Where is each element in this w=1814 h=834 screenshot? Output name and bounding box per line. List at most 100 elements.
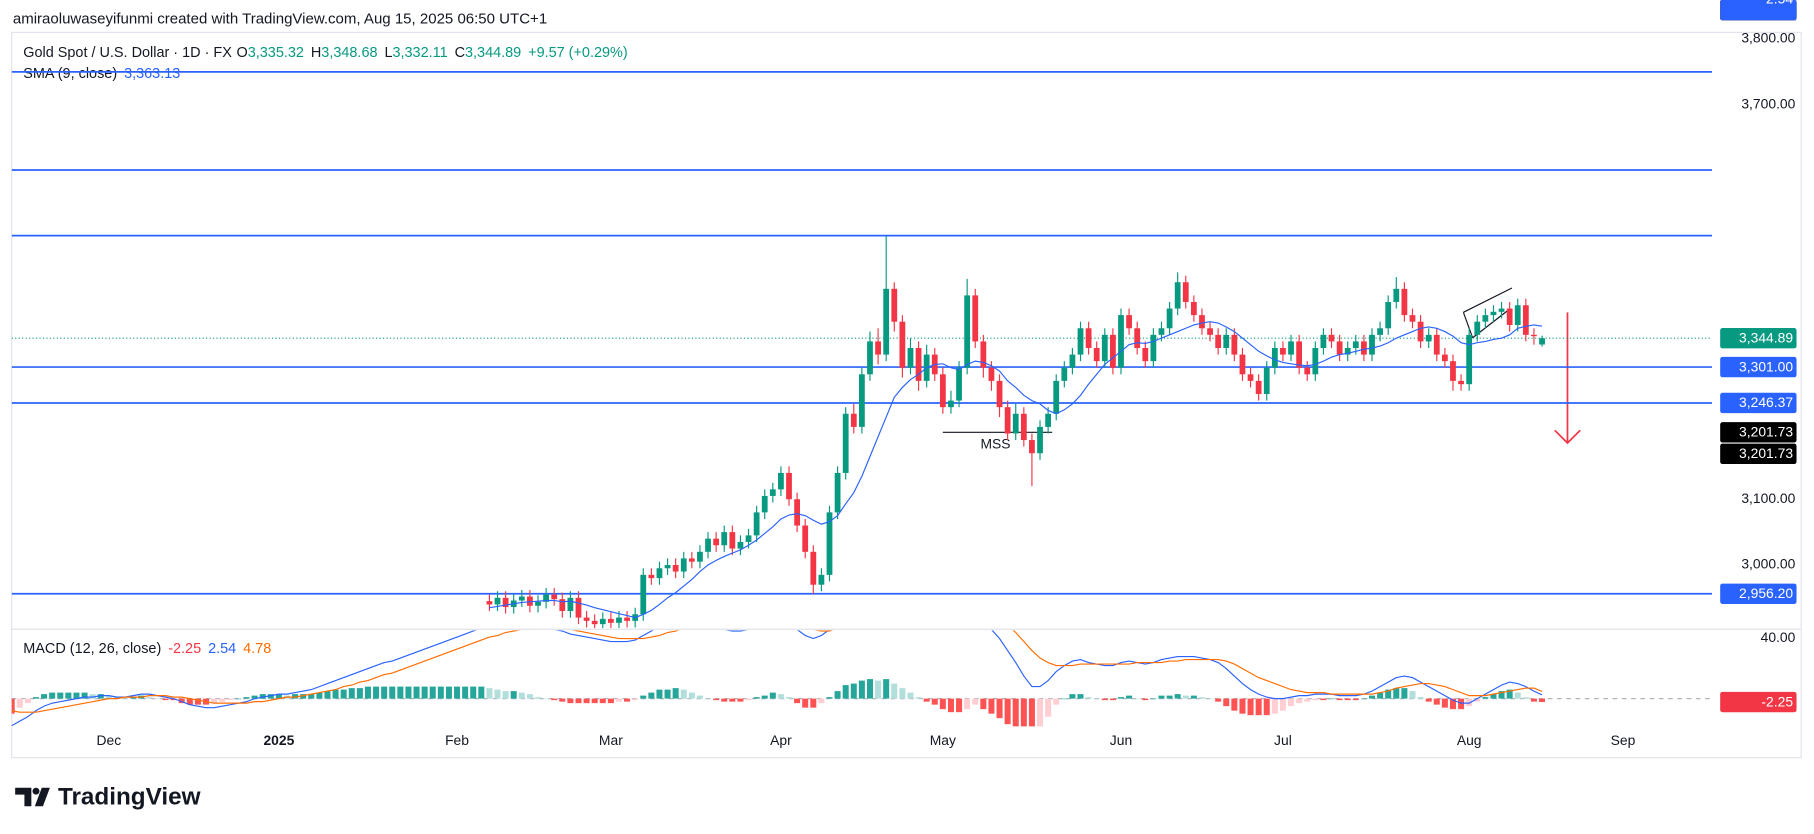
histogram-bar [632, 698, 639, 701]
candle-body [1320, 334, 1327, 348]
histogram-bar [219, 698, 226, 702]
y-tick-label: 3,700.00 [1741, 95, 1795, 111]
candle-body [486, 601, 493, 605]
histogram-bar [97, 694, 104, 699]
legend: Gold Spot / U.S. Dollar · 1D · FX O3,335.… [23, 45, 627, 61]
price-label: -2.25 [1761, 693, 1793, 709]
histogram-bar [899, 688, 906, 699]
histogram-bar [16, 698, 23, 708]
price-label-box [1720, 422, 1797, 443]
histogram-bar [729, 698, 736, 702]
histogram-bar [551, 698, 558, 701]
histogram-bar [154, 698, 161, 700]
candle-body [543, 594, 549, 602]
histogram-bar [1498, 691, 1505, 699]
price-label: 3,201.73 [1739, 424, 1793, 440]
histogram-bar [194, 698, 201, 705]
candle-body [1409, 315, 1416, 322]
candle-body [656, 568, 663, 579]
histogram-bar [866, 679, 873, 699]
candle-body [591, 620, 598, 625]
candle-body [980, 341, 987, 368]
histogram-bar [745, 698, 752, 701]
histogram-bar [1053, 698, 1060, 705]
candle-body [1482, 315, 1489, 322]
histogram-bar [1279, 698, 1286, 711]
histogram-bar [567, 698, 574, 704]
candle-body [1490, 311, 1497, 316]
histogram-bar [1458, 698, 1465, 710]
histogram-bar [502, 691, 509, 699]
histogram-bar [1466, 698, 1473, 707]
candle-body [575, 597, 582, 618]
histogram-bar [445, 686, 452, 699]
candle-body [834, 472, 841, 513]
histogram-bar [437, 686, 444, 699]
histogram-bar [1474, 698, 1481, 702]
candle-body [502, 597, 509, 608]
histogram-bar [591, 698, 598, 704]
histogram-bar [1368, 695, 1376, 699]
candle-body [1004, 407, 1011, 434]
candle-body [1053, 380, 1060, 414]
histogram-bar [1506, 689, 1513, 699]
histogram-bar [1401, 688, 1408, 699]
tradingview-logo: TradingView [15, 784, 201, 811]
candle-body [1247, 374, 1254, 381]
histogram-bar [332, 689, 339, 699]
histogram-bar [316, 692, 323, 699]
candle-body [1506, 308, 1513, 325]
histogram-bar [32, 697, 39, 699]
histogram-bar [1417, 697, 1424, 699]
candle-body [778, 472, 784, 490]
histogram-bar [988, 698, 995, 714]
histogram-bar [786, 697, 793, 699]
candle-body [1385, 301, 1392, 329]
histogram-bar [947, 698, 954, 713]
candle-body [1312, 347, 1319, 375]
candle-body [826, 512, 833, 575]
histogram-bar [559, 698, 566, 702]
candle-body [1029, 440, 1035, 454]
candle-body [607, 618, 614, 623]
histogram-bar [753, 697, 760, 699]
histogram-bar [1061, 698, 1068, 700]
candle-body [1263, 367, 1270, 395]
histogram-bar [858, 680, 865, 699]
histogram-bar [794, 698, 801, 704]
price-label: 3,344.89 [1739, 329, 1793, 345]
candle-body [1207, 328, 1213, 335]
candle-body [786, 472, 792, 500]
histogram-bar [1255, 698, 1262, 716]
candle-body [1174, 282, 1181, 309]
histogram-bar [534, 697, 542, 699]
candle-body [867, 341, 873, 375]
histogram-bar [57, 692, 64, 699]
candle-body [939, 374, 946, 408]
candle-body [1118, 315, 1124, 368]
histogram-bar [65, 692, 72, 699]
histogram-bar [259, 694, 266, 699]
candle-body [1166, 308, 1173, 329]
histogram-bar [1530, 698, 1537, 702]
candle-body [858, 374, 865, 427]
histogram-bar [1514, 692, 1521, 699]
histogram-bar [972, 698, 979, 705]
macd-line [11, 630, 1543, 727]
legend-key: H [311, 45, 321, 61]
candle-body [810, 551, 817, 585]
candle-body [1158, 328, 1165, 335]
candle-body [1182, 282, 1189, 302]
histogram-bar [599, 698, 606, 704]
price-label: 3,201.73 [1739, 445, 1793, 461]
histogram-bar [672, 688, 679, 699]
histogram-bar [130, 697, 137, 699]
candle-body [721, 532, 728, 546]
candle-body [1441, 354, 1448, 362]
histogram-bar [227, 698, 234, 701]
histogram-bar [1093, 698, 1100, 700]
candle-body [1231, 334, 1238, 355]
candle-body [559, 599, 566, 612]
histogram-bar [1150, 698, 1157, 700]
price-pane: MSS [11, 70, 1713, 629]
